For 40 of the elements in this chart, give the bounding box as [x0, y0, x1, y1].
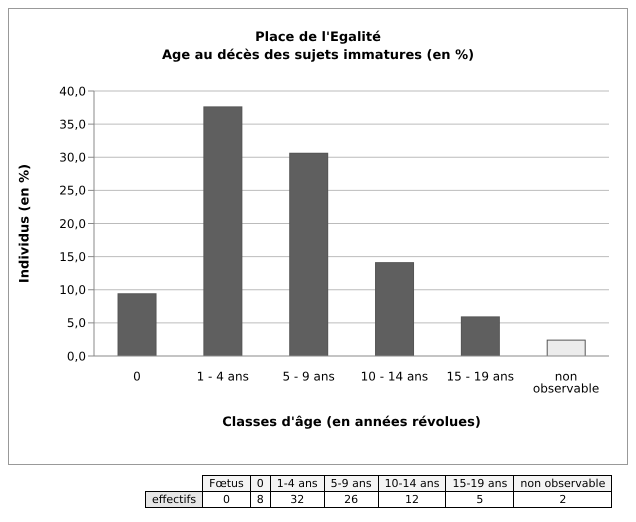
data-label: 0: [202, 492, 250, 508]
x-tick-label: 15 - 19 ans: [446, 370, 514, 384]
y-tick-label: 5,0: [66, 316, 86, 330]
x-tick-label: 10 - 14 ans: [360, 370, 428, 384]
category-label: 5-9 ans: [324, 476, 378, 492]
x-tick-label: non observable: [532, 370, 600, 396]
data-label: 12: [378, 492, 446, 508]
data-label: 5: [446, 492, 514, 508]
category-label: 0: [250, 476, 270, 492]
category-label: 15-19 ans: [446, 476, 514, 492]
x-axis-title: Classes d'âge (en années révolues): [222, 415, 481, 430]
category-label: 10-14 ans: [378, 476, 446, 492]
chart-subtitle: Age au décès des sujets immatures (en %): [160, 47, 476, 65]
bar: [289, 152, 328, 356]
bar: [546, 340, 586, 356]
x-tick-label: 0: [133, 370, 141, 384]
y-tick-label: 25,0: [59, 184, 86, 198]
bar: [203, 106, 242, 356]
bar: [118, 293, 157, 356]
bar: [375, 262, 414, 356]
data-label: 2: [514, 492, 612, 508]
text: effectifs: [146, 492, 203, 508]
x-tick-label: 1 - 4 ans: [196, 370, 249, 384]
data-label: 8: [250, 492, 270, 508]
y-tick-label: 20,0: [59, 216, 86, 231]
category-label: 1-4 ans: [270, 476, 324, 492]
y-tick-label: 40,0: [59, 84, 86, 98]
x-tick-label: 5 - 9 ans: [282, 370, 335, 384]
chart-title: Place de l'Egalité: [254, 29, 382, 47]
y-tick-label: 30,0: [59, 150, 86, 165]
y-tick-label: 10,0: [59, 283, 86, 298]
y-tick-label: 0,0: [66, 349, 86, 364]
bar: [460, 316, 500, 356]
category-label: Fœtus: [202, 476, 250, 492]
category-label: non observable: [514, 476, 612, 492]
data-label: 32: [270, 492, 324, 508]
y-tick-label: 15,0: [59, 250, 86, 264]
y-tick-label: 35,0: [59, 117, 86, 132]
data-label: 26: [324, 492, 378, 508]
y-axis-title: Individus (en %): [18, 164, 33, 284]
